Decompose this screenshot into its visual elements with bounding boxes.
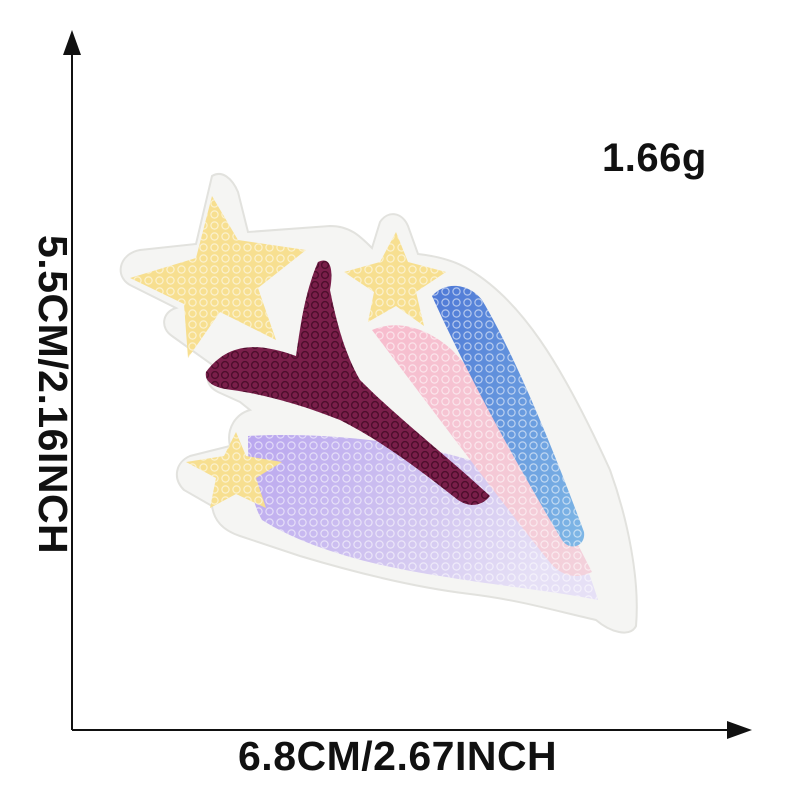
horizontal-dimension-arrow — [72, 721, 752, 739]
vertical-dimension-arrow — [63, 30, 81, 730]
width-dimension-label: 6.8CM/2.67INCH — [238, 733, 558, 779]
shooting-star-patch — [119, 173, 638, 634]
weight-label: 1.66g — [602, 136, 707, 180]
height-dimension-label: 5.5CM/2.16INCH — [30, 235, 76, 555]
